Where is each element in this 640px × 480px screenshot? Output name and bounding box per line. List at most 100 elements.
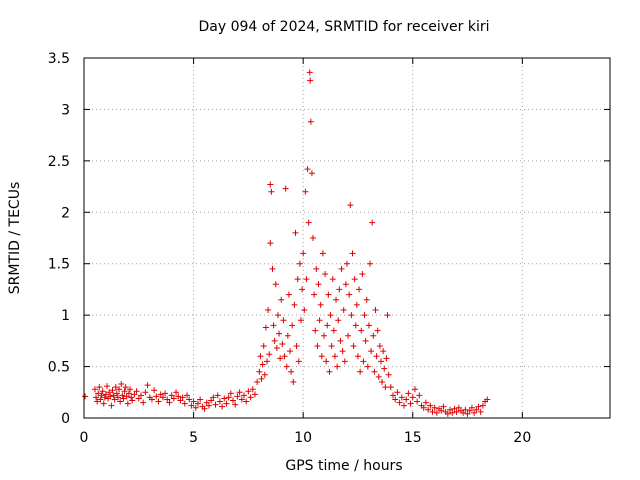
- data-point: [117, 398, 124, 405]
- data-point: [394, 389, 401, 396]
- data-point: [479, 402, 486, 409]
- data-point: [301, 307, 308, 313]
- data-point: [383, 355, 390, 362]
- data-point: [318, 353, 325, 360]
- data-point: [238, 396, 245, 403]
- data-point: [94, 398, 101, 405]
- data-point: [382, 384, 389, 391]
- data-point: [112, 384, 119, 391]
- data-point: [210, 394, 217, 401]
- data-point: [240, 392, 247, 399]
- data-point: [344, 260, 350, 267]
- data-point: [364, 363, 371, 370]
- data-point: [369, 219, 376, 226]
- data-point: [283, 363, 290, 370]
- data-point: [325, 291, 332, 298]
- x-tick-label: 0: [80, 430, 89, 446]
- data-point: [108, 402, 115, 409]
- data-point: [390, 392, 397, 399]
- data-point: [328, 343, 335, 349]
- data-point: [148, 396, 155, 403]
- data-point: [245, 388, 252, 395]
- data-point: [219, 403, 226, 410]
- data-point: [303, 276, 310, 283]
- y-tick-label: 1: [61, 308, 70, 324]
- data-point: [295, 358, 302, 365]
- data-point: [166, 399, 173, 406]
- data-point: [296, 260, 303, 267]
- data-points: [82, 69, 491, 417]
- data-point: [118, 381, 125, 388]
- data-point: [288, 368, 295, 375]
- data-point: [144, 382, 151, 389]
- data-point: [264, 358, 271, 365]
- data-point: [440, 403, 447, 410]
- data-point: [409, 394, 416, 401]
- data-point: [274, 312, 281, 319]
- data-point: [387, 384, 394, 391]
- data-point: [124, 400, 131, 407]
- data-point: [91, 386, 98, 393]
- data-point: [307, 118, 314, 125]
- data-point: [127, 386, 134, 393]
- data-point: [249, 386, 256, 393]
- data-point: [277, 355, 284, 362]
- data-point: [137, 392, 144, 399]
- data-point: [170, 395, 177, 402]
- data-point: [97, 396, 104, 403]
- data-point: [291, 301, 298, 308]
- data-point: [354, 353, 361, 360]
- y-tick-label: 0.5: [48, 360, 70, 376]
- data-point: [273, 345, 280, 352]
- data-point: [375, 373, 382, 380]
- y-tick-label: 2: [61, 205, 70, 221]
- data-point: [256, 368, 263, 375]
- data-point: [438, 407, 445, 414]
- data-point: [114, 394, 121, 401]
- data-point: [372, 307, 379, 313]
- data-point: [449, 409, 456, 416]
- data-point: [109, 387, 116, 394]
- data-point: [181, 400, 188, 407]
- data-point: [352, 322, 359, 329]
- data-point: [284, 332, 291, 339]
- data-point: [312, 327, 319, 334]
- data-point: [278, 296, 285, 303]
- data-point: [102, 391, 109, 398]
- data-point: [453, 408, 460, 415]
- data-point: [385, 371, 392, 378]
- data-point: [280, 317, 287, 324]
- data-point: [116, 386, 123, 393]
- data-point: [258, 375, 265, 382]
- data-point: [427, 402, 434, 409]
- data-point: [194, 400, 201, 407]
- data-point: [282, 185, 289, 192]
- data-point: [396, 399, 403, 406]
- data-point: [221, 395, 228, 402]
- data-point: [307, 77, 314, 84]
- data-point: [333, 296, 340, 303]
- data-point: [444, 410, 451, 417]
- data-point: [265, 307, 272, 313]
- data-point: [464, 410, 471, 417]
- data-point: [110, 392, 117, 399]
- data-point: [330, 327, 337, 334]
- y-tick-label: 0: [61, 411, 70, 427]
- data-point: [135, 395, 142, 402]
- data-point: [208, 397, 215, 404]
- data-point: [133, 388, 140, 395]
- data-point: [107, 393, 114, 400]
- data-point: [373, 353, 380, 360]
- data-point: [173, 389, 180, 396]
- data-point: [223, 400, 230, 407]
- data-point: [310, 235, 317, 241]
- data-point: [422, 399, 429, 406]
- data-point: [192, 404, 199, 411]
- data-point: [186, 396, 193, 403]
- data-point: [314, 343, 321, 349]
- x-axis-label: GPS time / hours: [285, 458, 402, 474]
- data-point: [125, 390, 132, 397]
- data-point: [326, 368, 333, 375]
- data-point: [414, 398, 421, 405]
- data-point: [477, 408, 484, 415]
